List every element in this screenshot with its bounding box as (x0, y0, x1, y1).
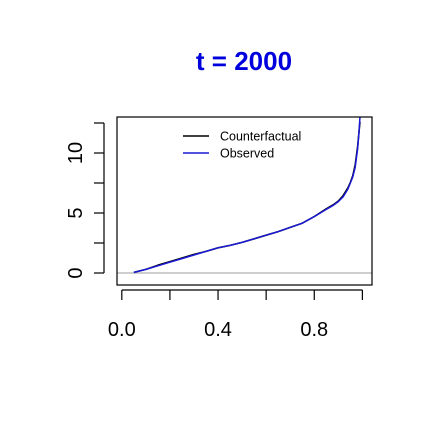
y-tick-label: 5 (65, 207, 87, 218)
chart-title: t = 2000 (196, 46, 292, 76)
legend-label-counterfactual: Counterfactual (220, 130, 301, 144)
legend-label-observed: Observed (220, 147, 274, 161)
y-tick-label: 0 (65, 267, 87, 278)
series-line-observed (133, 117, 361, 274)
axes: 0.0 0.4 0.8 0 5 10 (65, 116, 373, 341)
legend: Counterfactual Observed (183, 130, 301, 161)
x-tick-label: 0.4 (204, 319, 232, 341)
y-tick-label: 10 (65, 142, 87, 164)
series-group (133, 117, 361, 274)
plot-frame (116, 116, 373, 286)
plot-area (117, 117, 372, 274)
series-line-counterfactual (133, 121, 361, 274)
x-tick-label: 0.8 (300, 319, 328, 341)
x-tick-label: 0.0 (108, 319, 136, 341)
